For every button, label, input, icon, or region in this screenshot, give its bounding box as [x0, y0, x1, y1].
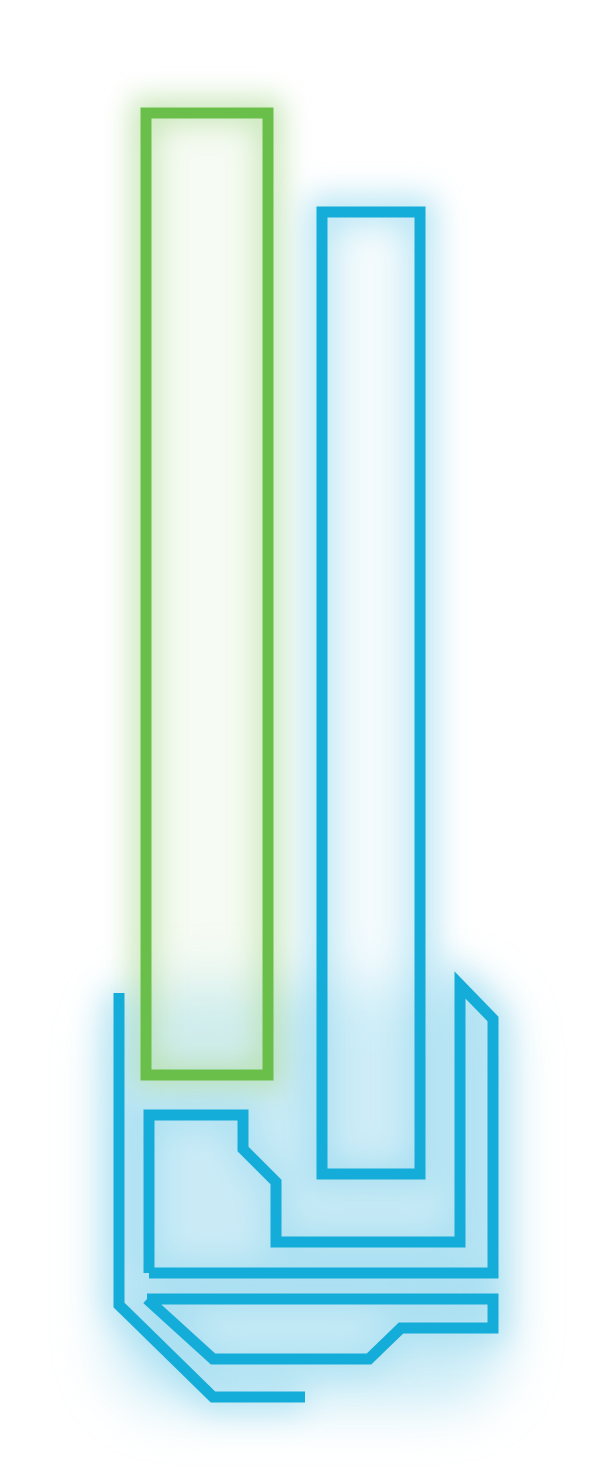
circuit-traces	[113, 971, 499, 1403]
circuit-trace-upper	[143, 971, 499, 1279]
blue-bar-glow	[307, 197, 435, 1189]
blue-bar	[316, 206, 426, 1180]
green-bar	[140, 107, 274, 1081]
circuit-trace-lower	[143, 1293, 499, 1365]
green-bar-glow	[131, 98, 283, 1090]
circuit-trace-left	[113, 993, 305, 1403]
